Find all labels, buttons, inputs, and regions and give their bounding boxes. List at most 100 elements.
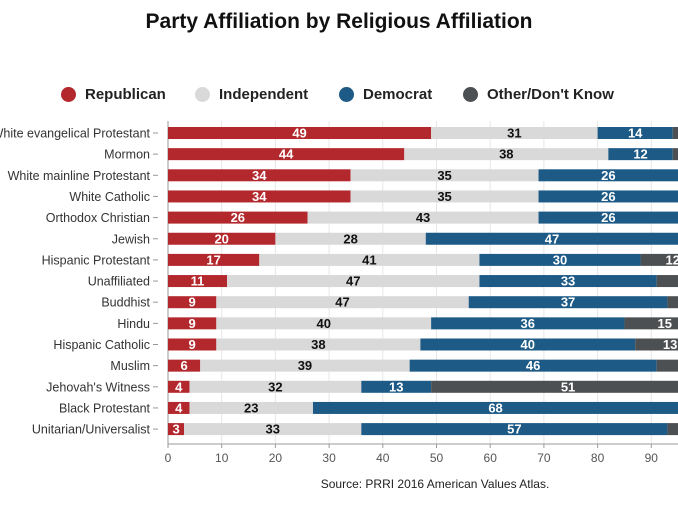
bar-independent-white-evangelical-protestant xyxy=(431,127,598,139)
x-tick-label-0: 0 xyxy=(165,451,172,465)
bar-other-don-t-know-unitarian-universalist xyxy=(667,423,678,436)
bar-other-don-t-know-hispanic-protestant xyxy=(640,253,678,266)
bar-democrat-hindu xyxy=(431,317,625,330)
bar-democrat-muslim xyxy=(409,359,657,372)
data-label-democrat-buddhist: 37 xyxy=(561,295,575,310)
bar-republican-mormon xyxy=(168,148,405,161)
bar-independent-unitarian-universalist xyxy=(184,423,362,436)
bar-republican-hindu xyxy=(168,317,217,330)
x-tick-label-80: 80 xyxy=(591,451,605,465)
data-label-democrat-mormon: 12 xyxy=(633,147,647,162)
bar-democrat-hispanic-catholic xyxy=(420,338,636,351)
bar-independent-black-protestant xyxy=(189,401,313,414)
data-label-democrat-black-protestant: 68 xyxy=(488,400,502,415)
data-label-independent-jewish: 28 xyxy=(343,231,357,246)
bar-independent-unaffiliated xyxy=(227,275,480,288)
bar-democrat-hispanic-protestant xyxy=(479,253,641,266)
category-label-hispanic-catholic: Hispanic Catholic xyxy=(53,338,150,352)
data-label-republican-unitarian-universalist: 3 xyxy=(172,422,179,437)
data-label-democrat-hispanic-catholic: 40 xyxy=(521,337,535,352)
bar-democrat-white-evangelical-protestant xyxy=(597,127,673,139)
bar-independent-hindu xyxy=(216,317,432,330)
bar-independent-jehovah-s-witness xyxy=(189,380,362,393)
bar-other-don-t-know-buddhist xyxy=(667,296,678,309)
x-tick-label-10: 10 xyxy=(215,451,229,465)
data-label-republican-muslim: 6 xyxy=(180,358,187,373)
data-label-republican-unaffiliated: 11 xyxy=(191,274,205,289)
data-label-republican-jehovah-s-witness: 4 xyxy=(175,379,183,394)
bar-republican-white-catholic xyxy=(168,190,351,203)
bar-republican-orthodox-christian xyxy=(168,211,308,224)
data-label-republican-hispanic-protestant: 17 xyxy=(206,252,220,267)
data-label-independent-orthodox-christian: 43 xyxy=(416,210,430,225)
legend-item-independent: Independent xyxy=(195,84,308,104)
data-label-democrat-jewish: 47 xyxy=(545,231,559,246)
data-label-other-don-t-know-hispanic-catholic: 13 xyxy=(663,337,677,352)
data-label-democrat-unaffiliated: 33 xyxy=(561,274,575,289)
data-label-republican-hindu: 9 xyxy=(189,316,196,331)
category-label-orthodox-christian: Orthodox Christian xyxy=(46,211,150,225)
category-label-unitarian-universalist: Unitarian/Universalist xyxy=(32,423,151,437)
category-label-white-mainline-protestant: White mainline Protestant xyxy=(8,169,151,183)
bar-republican-unaffiliated xyxy=(168,275,228,288)
bar-republican-jehovah-s-witness xyxy=(168,380,190,393)
bar-other-don-t-know-jehovah-s-witness xyxy=(431,380,678,393)
category-label-buddhist: Buddhist xyxy=(101,296,150,310)
legend-swatch-republican xyxy=(61,86,76,102)
category-label-black-protestant: Black Protestant xyxy=(59,401,151,415)
data-label-independent-buddhist: 47 xyxy=(335,295,349,310)
category-label-jehovah-s-witness: Jehovah's Witness xyxy=(46,380,150,394)
legend-item-other-don-t-know: Other/Don't Know xyxy=(463,84,614,104)
data-label-democrat-unitarian-universalist: 57 xyxy=(507,422,521,437)
data-label-republican-white-evangelical-protestant: 49 xyxy=(292,126,306,141)
bar-democrat-white-mainline-protestant xyxy=(538,169,678,182)
data-label-republican-jewish: 20 xyxy=(214,231,228,246)
data-label-independent-hispanic-protestant: 41 xyxy=(362,252,376,267)
bar-other-don-t-know-hindu xyxy=(624,317,678,330)
x-tick-label-20: 20 xyxy=(269,451,283,465)
bar-republican-black-protestant xyxy=(168,401,190,414)
data-label-republican-white-mainline-protestant: 34 xyxy=(252,168,267,183)
x-tick-label-50: 50 xyxy=(430,451,444,465)
chart-title: Party Affiliation by Religious Affiliati… xyxy=(145,10,533,33)
bar-democrat-jewish xyxy=(425,232,678,245)
data-label-other-don-t-know-jehovah-s-witness: 51 xyxy=(561,379,575,394)
bar-independent-white-catholic xyxy=(350,190,539,203)
bar-democrat-jehovah-s-witness xyxy=(361,380,432,393)
category-label-white-evangelical-protestant: White evangelical Protestant xyxy=(0,127,151,141)
bar-independent-mormon xyxy=(404,148,609,161)
data-label-independent-unitarian-universalist: 33 xyxy=(265,422,279,437)
data-label-democrat-white-mainline-protestant: 26 xyxy=(601,168,615,183)
legend-swatch-independent xyxy=(195,86,210,102)
legend-item-democrat: Democrat xyxy=(339,84,432,104)
x-tick-label-70: 70 xyxy=(537,451,551,465)
data-label-republican-black-protestant: 4 xyxy=(175,400,183,415)
data-label-independent-muslim: 39 xyxy=(298,358,312,373)
bar-republican-unitarian-universalist xyxy=(168,423,185,436)
bar-democrat-orthodox-christian xyxy=(538,211,678,224)
bar-democrat-mormon xyxy=(608,148,673,161)
data-label-independent-white-evangelical-protestant: 31 xyxy=(507,126,521,141)
data-label-democrat-hindu: 36 xyxy=(521,316,535,331)
bar-republican-white-mainline-protestant xyxy=(168,169,351,182)
data-label-independent-black-protestant: 23 xyxy=(244,400,258,415)
legend-swatch-other-don-t-know xyxy=(463,86,478,102)
data-label-democrat-hispanic-protestant: 30 xyxy=(553,252,567,267)
data-label-democrat-muslim: 46 xyxy=(526,358,540,373)
bar-independent-buddhist xyxy=(216,296,469,309)
bar-republican-muslim xyxy=(168,359,201,372)
data-label-independent-jehovah-s-witness: 32 xyxy=(268,379,282,394)
category-label-hispanic-protestant: Hispanic Protestant xyxy=(42,253,151,267)
bar-other-don-t-know-white-evangelical-protestant xyxy=(672,127,678,139)
legend-label-republican: Republican xyxy=(85,85,166,103)
data-label-other-don-t-know-hispanic-protestant: 12 xyxy=(666,252,678,267)
bar-democrat-unitarian-universalist xyxy=(361,423,668,436)
data-label-democrat-white-evangelical-protestant: 14 xyxy=(628,126,643,141)
category-label-hindu: Hindu xyxy=(117,317,150,331)
legend-item-republican: Republican xyxy=(61,84,166,104)
x-tick-label-90: 90 xyxy=(645,451,659,465)
category-label-muslim: Muslim xyxy=(110,359,150,373)
category-label-jewish: Jewish xyxy=(112,232,150,246)
bar-other-don-t-know-hispanic-catholic xyxy=(635,338,678,351)
legend-label-democrat: Democrat xyxy=(363,85,433,103)
